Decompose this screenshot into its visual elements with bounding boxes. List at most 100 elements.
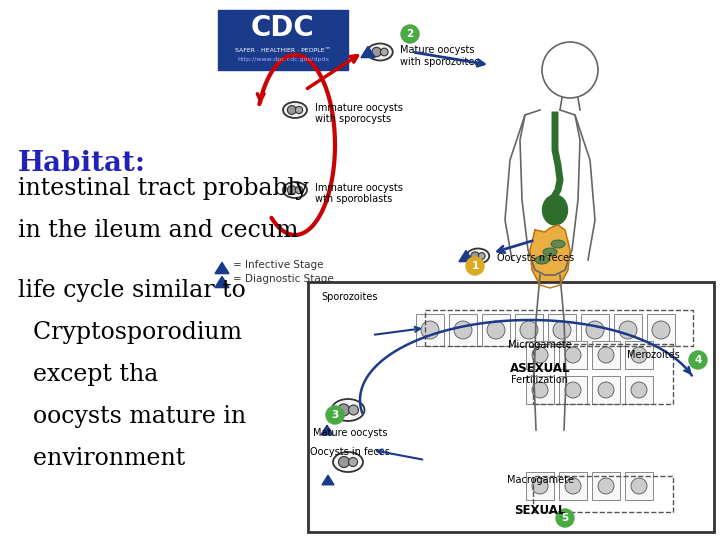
Text: environment: environment bbox=[18, 447, 185, 470]
Circle shape bbox=[586, 321, 604, 339]
Ellipse shape bbox=[287, 106, 296, 114]
Text: Immature oocysts: Immature oocysts bbox=[315, 183, 403, 193]
Bar bbox=[559, 376, 587, 404]
Ellipse shape bbox=[542, 195, 567, 225]
Text: http://www.dpc.cdc.gov/dpdx: http://www.dpc.cdc.gov/dpdx bbox=[237, 57, 329, 63]
Ellipse shape bbox=[331, 399, 364, 421]
Circle shape bbox=[631, 382, 647, 398]
Text: Mature oocysts: Mature oocysts bbox=[400, 45, 474, 55]
Text: in the ileum and cecum: in the ileum and cecum bbox=[18, 219, 298, 242]
Text: SEXUAL: SEXUAL bbox=[514, 503, 566, 516]
Polygon shape bbox=[215, 262, 229, 274]
Bar bbox=[592, 472, 620, 500]
Ellipse shape bbox=[551, 240, 565, 248]
Bar bbox=[526, 472, 554, 500]
Text: except tha: except tha bbox=[18, 363, 158, 386]
Text: 4: 4 bbox=[694, 355, 702, 365]
Text: 2: 2 bbox=[406, 29, 413, 39]
Bar bbox=[308, 282, 714, 532]
Text: = Diagnostic Stage: = Diagnostic Stage bbox=[233, 274, 334, 284]
Bar bbox=[526, 341, 554, 369]
Text: Microgamete: Microgamete bbox=[508, 340, 572, 350]
Circle shape bbox=[565, 382, 581, 398]
Text: Cryptosporodium: Cryptosporodium bbox=[18, 321, 242, 344]
Polygon shape bbox=[530, 225, 570, 288]
Ellipse shape bbox=[471, 252, 479, 260]
Circle shape bbox=[619, 321, 637, 339]
FancyBboxPatch shape bbox=[218, 10, 348, 70]
Circle shape bbox=[532, 347, 548, 363]
Polygon shape bbox=[321, 425, 333, 435]
Text: oocysts mature in: oocysts mature in bbox=[18, 405, 246, 428]
Circle shape bbox=[401, 25, 419, 43]
Ellipse shape bbox=[283, 102, 307, 118]
Circle shape bbox=[631, 347, 647, 363]
Ellipse shape bbox=[535, 256, 549, 264]
Text: 1: 1 bbox=[472, 261, 479, 271]
Circle shape bbox=[689, 351, 707, 369]
Circle shape bbox=[466, 257, 484, 275]
Bar bbox=[533, 476, 673, 512]
Ellipse shape bbox=[380, 48, 388, 56]
Bar bbox=[533, 344, 673, 404]
Circle shape bbox=[553, 321, 571, 339]
Text: Oocysts in feces: Oocysts in feces bbox=[310, 447, 390, 457]
Text: with sporocysts: with sporocysts bbox=[315, 114, 391, 124]
Bar bbox=[449, 314, 477, 346]
Bar bbox=[592, 341, 620, 369]
Text: Oocysts n feces: Oocysts n feces bbox=[497, 253, 574, 263]
Circle shape bbox=[652, 321, 670, 339]
Text: 3: 3 bbox=[331, 410, 338, 420]
Polygon shape bbox=[215, 276, 229, 288]
Bar bbox=[425, 310, 693, 346]
Text: Sporozoites: Sporozoites bbox=[322, 292, 378, 302]
Bar bbox=[581, 314, 609, 346]
Circle shape bbox=[487, 321, 505, 339]
Circle shape bbox=[631, 478, 647, 494]
Ellipse shape bbox=[333, 452, 363, 472]
Ellipse shape bbox=[543, 248, 557, 256]
Ellipse shape bbox=[283, 182, 307, 198]
Circle shape bbox=[565, 478, 581, 494]
Ellipse shape bbox=[348, 457, 358, 467]
Text: Merozoites: Merozoites bbox=[627, 350, 680, 360]
Bar bbox=[592, 376, 620, 404]
Bar bbox=[559, 472, 587, 500]
Text: wth sporoblasts: wth sporoblasts bbox=[315, 194, 392, 204]
Circle shape bbox=[326, 406, 344, 424]
Ellipse shape bbox=[348, 405, 359, 415]
Bar bbox=[625, 341, 653, 369]
Text: SAFER · HEALTHIER · PEOPLE™: SAFER · HEALTHIER · PEOPLE™ bbox=[235, 48, 331, 52]
Ellipse shape bbox=[372, 48, 382, 57]
Text: Mature oocysts: Mature oocysts bbox=[312, 428, 387, 438]
Bar bbox=[548, 314, 576, 346]
Text: Macrogamete: Macrogamete bbox=[506, 475, 574, 485]
Circle shape bbox=[565, 347, 581, 363]
Text: intestinal tract probably: intestinal tract probably bbox=[18, 177, 309, 200]
Ellipse shape bbox=[467, 248, 490, 264]
Ellipse shape bbox=[338, 404, 350, 416]
Ellipse shape bbox=[367, 44, 392, 60]
Polygon shape bbox=[322, 475, 334, 485]
Text: Immature oocysts: Immature oocysts bbox=[315, 103, 403, 113]
Polygon shape bbox=[459, 251, 473, 261]
Bar bbox=[526, 376, 554, 404]
Text: 5: 5 bbox=[562, 513, 569, 523]
Text: Fertilization: Fertilization bbox=[511, 375, 569, 385]
Bar bbox=[625, 376, 653, 404]
Bar bbox=[515, 314, 543, 346]
Bar bbox=[482, 314, 510, 346]
Ellipse shape bbox=[478, 253, 485, 259]
Circle shape bbox=[454, 321, 472, 339]
Text: = Infective Stage: = Infective Stage bbox=[233, 260, 323, 270]
Ellipse shape bbox=[295, 186, 302, 194]
Circle shape bbox=[520, 321, 538, 339]
Bar bbox=[559, 341, 587, 369]
Ellipse shape bbox=[287, 186, 296, 194]
Ellipse shape bbox=[295, 106, 302, 113]
Text: life cycle similar to: life cycle similar to bbox=[18, 279, 246, 302]
Bar bbox=[625, 472, 653, 500]
Bar bbox=[614, 314, 642, 346]
Circle shape bbox=[598, 347, 614, 363]
Ellipse shape bbox=[338, 456, 349, 468]
